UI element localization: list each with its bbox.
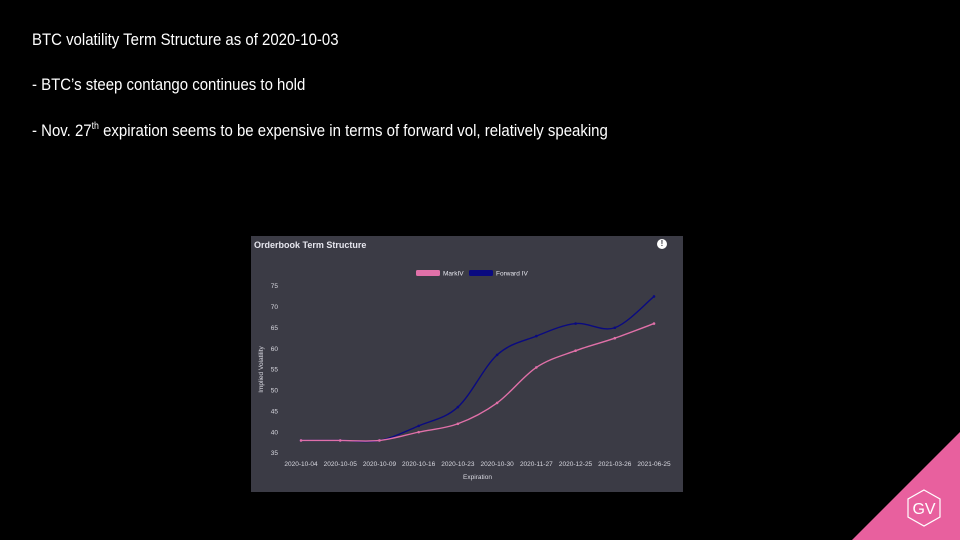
chart-panel: 35 40 45 50 55 60 65 70 75 2020-10-04 2020-10-05 20… (251, 236, 683, 492)
x-tick-label: 2020-10-05 (324, 461, 358, 468)
slide-title: BTC volatility Term Structure as of 2020… (32, 30, 339, 49)
x-tick-label: 2020-10-23 (441, 461, 475, 468)
x-tick-label: 2020-10-04 (284, 461, 318, 468)
markiv-line (300, 322, 655, 442)
legend-label-markiv: MarkIV (443, 271, 464, 278)
markiv-point (652, 322, 656, 325)
y-axis-title: Implied Volatility (258, 345, 265, 392)
y-tick-label: 65 (271, 325, 279, 332)
logo-triangle (852, 432, 960, 540)
logo-hexagon (907, 489, 941, 527)
gv-logo: GV (852, 432, 960, 540)
y-tick-label: 60 (271, 346, 279, 353)
x-tick-label: 2020-10-09 (363, 461, 397, 468)
forward-iv-point (652, 295, 656, 298)
y-tick-label: 40 (271, 429, 279, 436)
forward-iv-point (535, 334, 538, 338)
y-tick-label: 45 (271, 408, 279, 415)
bullet-forward-vol-pre: - Nov. 27 (32, 121, 92, 140)
markiv-point (417, 430, 420, 434)
y-tick-label: 50 (271, 388, 279, 395)
x-tick-label: 2021-06-25 (637, 461, 671, 468)
logo-text: GV (912, 501, 935, 518)
markiv-point (378, 439, 381, 442)
x-tick-label: 2020-12-25 (559, 461, 593, 468)
markiv-point (495, 401, 499, 405)
y-tick-label: 70 (271, 304, 279, 311)
bullet-forward-vol-sup: th (91, 121, 99, 132)
legend-label-forward-iv: Forward IV (496, 271, 528, 278)
legend-swatch-forward-iv (469, 270, 493, 276)
markiv-point (338, 439, 342, 442)
markiv-point (535, 366, 538, 369)
markiv-point (456, 422, 460, 426)
term-structure-chart: 35 40 45 50 55 60 65 70 75 2020-10-04 2020-10-05 20… (258, 270, 671, 481)
markiv-point (574, 349, 577, 353)
x-tick-label: 2020-11-27 (520, 461, 553, 468)
forward-iv-point (574, 322, 577, 325)
info-icon[interactable]: ! (657, 239, 667, 249)
markiv-point (299, 439, 303, 442)
forward-iv-point (417, 424, 420, 428)
bullet-forward-vol: - Nov. 27th expiration seems to be expen… (32, 121, 608, 141)
forward-iv-point (495, 353, 499, 357)
x-tick-label: 2020-10-16 (402, 461, 436, 468)
x-tick-label: 2021-03-26 (598, 461, 632, 468)
chart-title: Orderbook Term Structure (254, 240, 367, 250)
x-tick-label: 2020-10-30 (480, 461, 514, 468)
x-axis-title: Expiration (463, 474, 492, 481)
y-tick-label: 35 (271, 450, 279, 457)
forward-iv-point (613, 326, 617, 330)
y-tick-label: 55 (271, 367, 279, 374)
y-tick-label: 75 (271, 283, 279, 290)
forward-iv-line (300, 295, 655, 443)
bullet-contango: - BTC’s steep contango continues to hold (32, 75, 306, 94)
legend-swatch-markiv (416, 270, 440, 276)
forward-iv-point (456, 405, 460, 409)
bullet-forward-vol-post: expiration seems to be expensive in term… (98, 121, 608, 140)
markiv-point (613, 336, 617, 340)
